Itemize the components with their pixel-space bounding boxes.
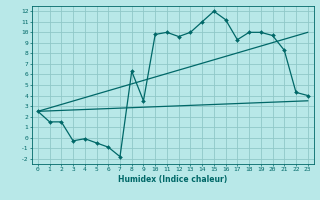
X-axis label: Humidex (Indice chaleur): Humidex (Indice chaleur) bbox=[118, 175, 228, 184]
